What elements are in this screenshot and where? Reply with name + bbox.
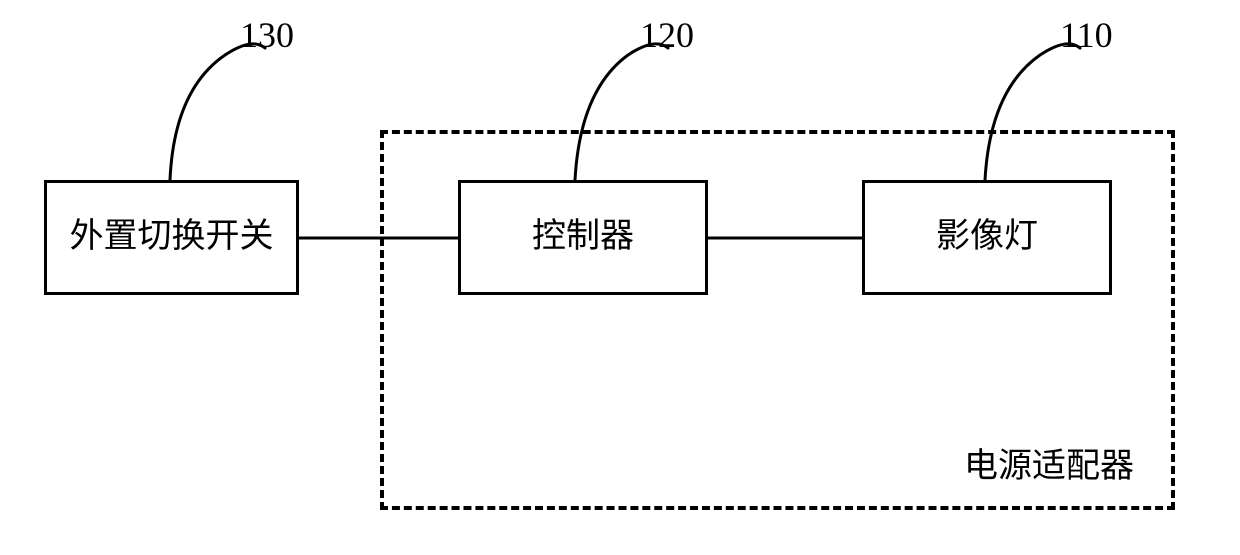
diagram-canvas: 电源适配器 外置切换开关 控制器 影像灯 130 120 110 (0, 0, 1240, 555)
image-lamp-node-label: 影像灯 (936, 217, 1038, 258)
external-switch-node: 外置切换开关 (44, 180, 299, 295)
callout-110-label: 110 (1060, 14, 1113, 56)
controller-node: 控制器 (458, 180, 708, 295)
image-lamp-node: 影像灯 (862, 180, 1112, 295)
power-adapter-region-label: 电源适配器 (964, 438, 1134, 487)
callout-130-label: 130 (240, 14, 294, 56)
callout-120-label: 120 (640, 14, 694, 56)
external-switch-node-label: 外置切换开关 (70, 217, 274, 258)
controller-node-label: 控制器 (532, 217, 634, 258)
